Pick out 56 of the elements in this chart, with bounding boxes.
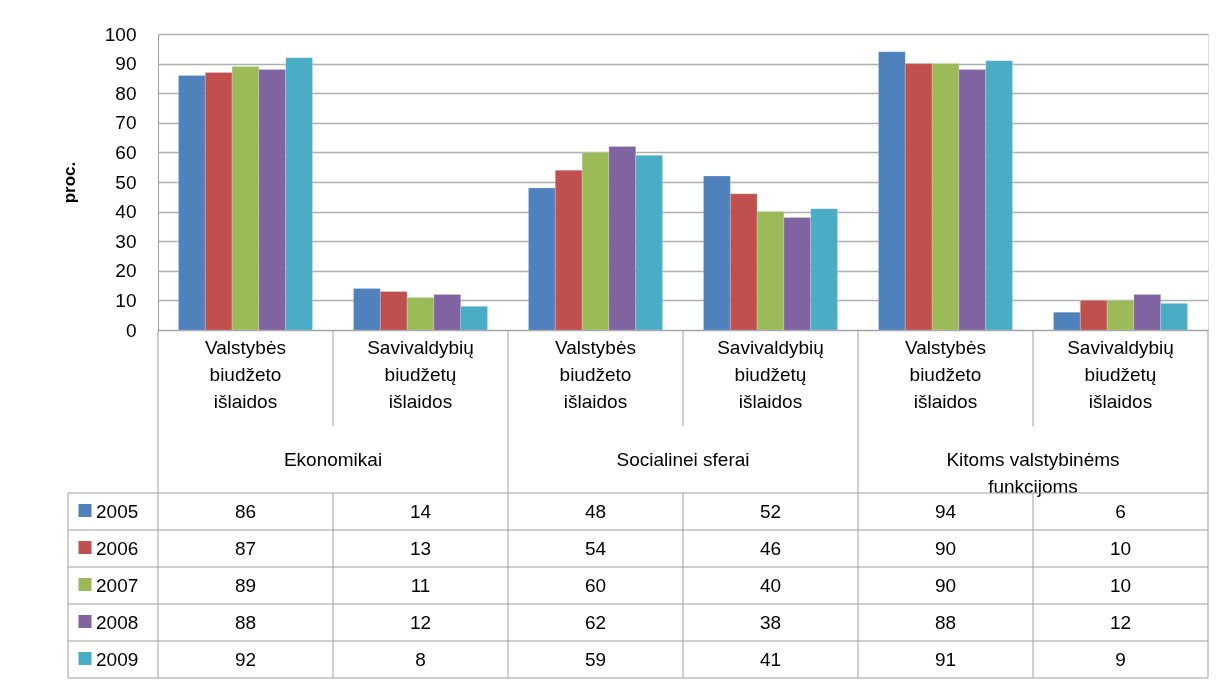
data-label: 12 (409, 611, 432, 633)
text: Socialinei sferai (616, 448, 750, 470)
data-label: 88 (934, 611, 957, 633)
legend-label: 2007 (96, 574, 139, 596)
legend-label: 2005 (96, 500, 139, 522)
data-label: 10 (1109, 537, 1132, 559)
y-tick-label: 0 (125, 319, 137, 341)
legend-label: 2006 (96, 537, 139, 559)
x-tick-label: Valstybės biudžeto išlaidos (555, 337, 636, 412)
data-label: 9 (1115, 648, 1126, 670)
data-label: 8 (415, 648, 426, 670)
text: Ekonomikai (283, 448, 383, 470)
legend-label: 2009 (96, 648, 139, 670)
y-tick-label: 10 (115, 289, 137, 311)
data-label: 14 (409, 500, 432, 522)
y-tick-label: 70 (115, 112, 137, 134)
data-label: 54 (584, 537, 607, 559)
y-tick-label: 100 (104, 23, 137, 45)
data-label: 48 (584, 500, 607, 522)
y-tick-label: 80 (115, 82, 137, 104)
x-tick-label: Savivaldybių biudžetų išlaidos (1067, 337, 1174, 412)
data-label: 38 (759, 611, 782, 633)
data-label: 13 (409, 537, 432, 559)
data-label: 92 (234, 648, 257, 670)
data-label: 12 (1109, 611, 1132, 633)
data-label: 46 (759, 537, 782, 559)
data-label: 40 (759, 574, 782, 596)
data-label: 60 (584, 574, 607, 596)
data-label: 87 (234, 537, 257, 559)
data-label: 88 (234, 611, 257, 633)
data-label: 90 (934, 537, 957, 559)
data-label: 52 (759, 500, 782, 522)
x-tick-label: Savivaldybių biudžetų išlaidos (367, 337, 474, 412)
y-axis-title: proc. (59, 161, 79, 204)
data-label: 91 (934, 648, 957, 670)
data-label: 90 (934, 574, 957, 596)
data-label: 89 (234, 574, 257, 596)
data-label: 6 (1115, 500, 1126, 522)
x-tick-label: Valstybės biudžeto išlaidos (205, 337, 286, 412)
data-label: 94 (934, 500, 957, 522)
data-label: 86 (234, 500, 257, 522)
text: Kitoms valstybinėms funkcijoms (946, 448, 1120, 497)
y-tick-label: 20 (115, 260, 137, 282)
data-label: 59 (584, 648, 607, 670)
data-label: 41 (759, 648, 782, 670)
x-tick-label: Savivaldybių biudžetų išlaidos (717, 337, 824, 412)
y-tick-label: 90 (115, 53, 137, 75)
y-tick-label: 50 (115, 171, 137, 193)
y-tick-label: 30 (115, 230, 137, 252)
y-tick-label: 60 (115, 141, 137, 163)
y-tick-label: 40 (115, 201, 137, 223)
data-label: 62 (584, 611, 607, 633)
x-tick-label: Valstybės biudžeto išlaidos (905, 337, 986, 412)
data-label: 11 (410, 574, 431, 596)
legend-label: 2008 (96, 611, 139, 633)
data-label: 10 (1109, 574, 1132, 596)
